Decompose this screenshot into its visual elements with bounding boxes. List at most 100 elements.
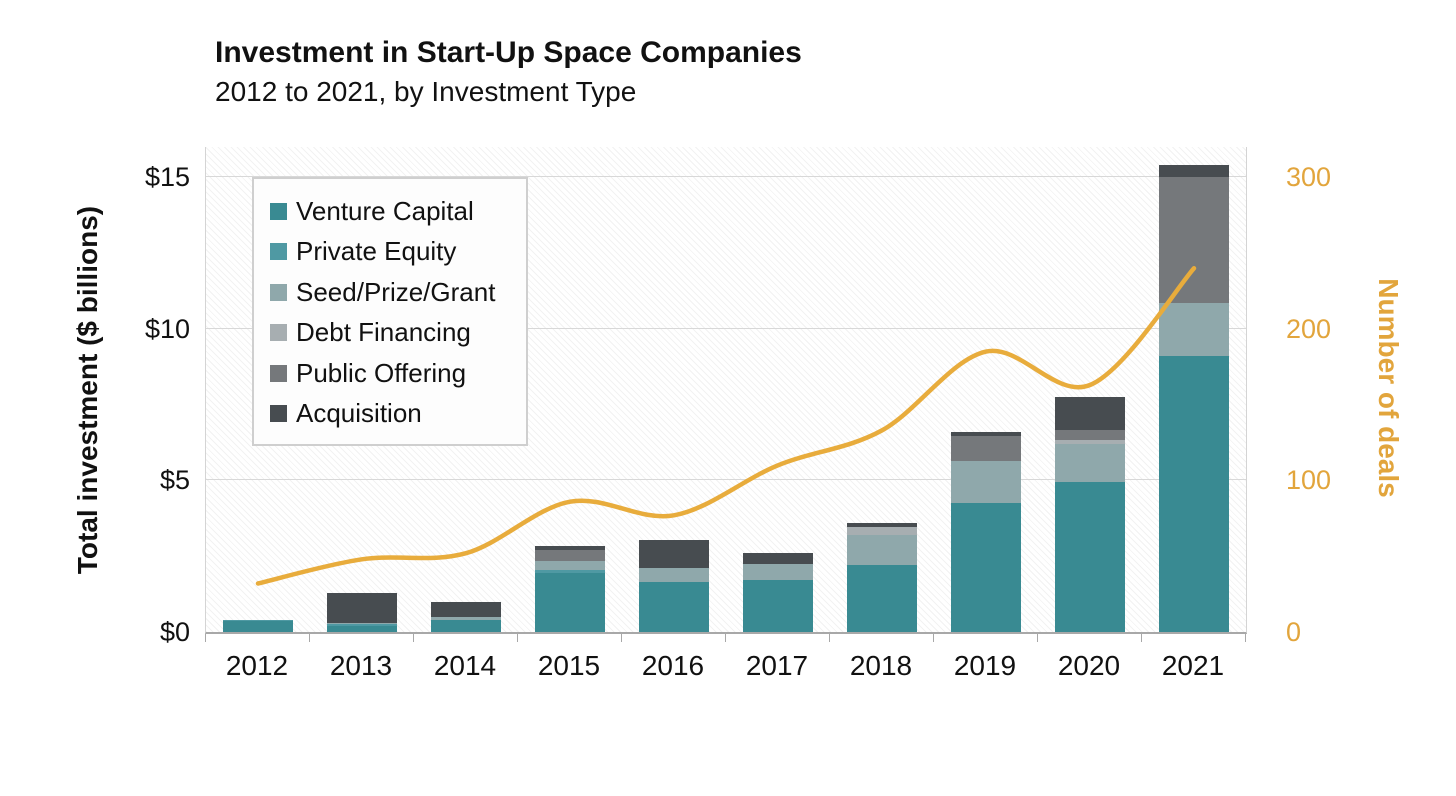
x-axis-label: 2015 (537, 650, 601, 681)
bar-segment (639, 581, 709, 632)
bar-segment (327, 592, 397, 623)
x-axis-label: 2016 (641, 650, 705, 681)
bar-segment (847, 535, 917, 566)
bar-group-2015 (535, 147, 605, 632)
bar-segment (639, 568, 709, 582)
bar-segment (1055, 397, 1125, 431)
chart-title: Investment in Start-Up Space Companies (215, 36, 802, 69)
bar-segment (327, 625, 397, 632)
legend-item: Acquisition (270, 394, 526, 435)
chart-subtitle: 2012 to 2021, by Investment Type (215, 75, 637, 107)
y-tick-label-left: $10 (144, 313, 190, 344)
bar-segment (1159, 177, 1229, 304)
bar-segment (1055, 439, 1125, 445)
bar-group-2012 (223, 147, 293, 632)
legend-label: Acquisition (296, 398, 422, 429)
bar-group-2021 (1159, 147, 1229, 632)
x-axis-label: 2019 (953, 650, 1017, 681)
x-tick-mark (621, 634, 622, 642)
legend-swatch-icon (270, 202, 287, 220)
x-axis-label: 2013 (329, 650, 393, 681)
bar-group-2016 (639, 147, 709, 632)
bar-segment (223, 619, 293, 622)
bar-segment (535, 572, 605, 632)
y-tick-label-right: 100 (1286, 465, 1332, 496)
bar-segment (951, 431, 1021, 437)
legend-swatch-icon (270, 283, 287, 301)
x-axis-label: 2014 (433, 650, 497, 681)
bar-segment (535, 545, 605, 551)
legend-item: Debt Financing (270, 313, 526, 354)
legend-swatch-icon (270, 364, 287, 382)
legend-label: Seed/Prize/Grant (296, 276, 496, 307)
x-tick-mark (933, 634, 934, 642)
x-axis-label: 2017 (745, 650, 809, 681)
x-tick-mark (309, 634, 310, 642)
y-tick-label-right: 300 (1286, 162, 1332, 193)
x-tick-mark (725, 634, 726, 642)
bar-segment (327, 622, 397, 625)
legend-label: Debt Financing (296, 317, 471, 348)
x-tick-mark (517, 634, 518, 642)
x-tick-mark (1245, 634, 1246, 642)
x-axis-label: 2012 (225, 650, 289, 681)
legend-swatch-icon (270, 324, 287, 342)
x-axis-label: 2018 (849, 650, 913, 681)
x-tick-mark (1037, 634, 1038, 642)
bar-segment (1159, 356, 1229, 632)
bar-segment (1159, 165, 1229, 178)
x-axis-label: 2021 (1161, 650, 1225, 681)
legend-item: Public Offering (270, 353, 526, 394)
bar-group-2014 (431, 147, 501, 632)
legend-item: Private Equity (270, 232, 526, 273)
x-tick-mark (413, 634, 414, 642)
bar-segment (847, 565, 917, 632)
y-axis-title-right: Number of deals (1373, 278, 1404, 498)
bar-segment (639, 539, 709, 569)
bar-segment (327, 624, 397, 626)
bar-group-2019 (951, 147, 1021, 632)
bar-group-2020 (1055, 147, 1125, 632)
y-tick-label-left: $0 (159, 617, 190, 647)
legend-label: Venture Capital (296, 195, 474, 226)
bar-segment (743, 580, 813, 632)
title-block: Investment in Start-Up Space Companies 2… (215, 36, 802, 108)
bar-segment (951, 503, 1021, 632)
y-tick-label-left: $15 (144, 162, 190, 193)
bar-segment (847, 527, 917, 535)
x-axis-label: 2020 (1057, 650, 1121, 681)
bar-segment (431, 616, 501, 620)
y-axis-title-left: Total investment ($ billions) (72, 205, 103, 575)
bar-segment (535, 569, 605, 573)
y-tick-label-right: 200 (1286, 313, 1332, 344)
bar-group-2013 (327, 147, 397, 632)
legend-label: Private Equity (296, 236, 457, 267)
bar-segment (951, 436, 1021, 461)
bar-segment (847, 522, 917, 528)
legend-swatch-icon (270, 243, 287, 261)
legend-swatch-icon (270, 405, 287, 423)
legend-item: Venture Capital (270, 191, 526, 232)
y-tick-label-right: 0 (1286, 617, 1302, 647)
x-tick-mark (205, 634, 206, 642)
bar-segment (1055, 430, 1125, 440)
bar-group-2017 (743, 147, 813, 632)
bar-segment (535, 560, 605, 570)
bar-segment (223, 621, 293, 632)
bar-segment (431, 601, 501, 617)
legend-label: Public Offering (296, 357, 467, 388)
y-tick-label-left: $5 (159, 465, 190, 496)
legend-item: Seed/Prize/Grant (270, 272, 526, 313)
bar-segment (743, 563, 813, 581)
x-tick-mark (1141, 634, 1142, 642)
bar-segment (951, 460, 1021, 504)
bar-segment (1159, 303, 1229, 357)
bar-group-2018 (847, 147, 917, 632)
legend: Venture Capital Private Equity Seed/Priz… (252, 177, 528, 446)
bar-segment (431, 619, 501, 632)
bar-segment (1055, 481, 1125, 632)
bar-segment (535, 550, 605, 561)
x-tick-mark (829, 634, 830, 642)
bar-segment (743, 553, 813, 564)
